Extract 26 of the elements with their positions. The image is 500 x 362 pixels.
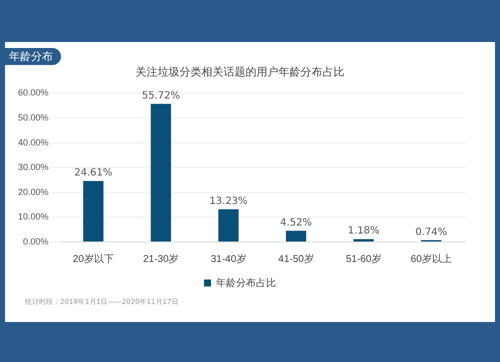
- bar: [150, 104, 172, 242]
- x-tick-label: 51-60岁: [346, 252, 382, 265]
- text: 1.18%: [348, 226, 380, 237]
- text: 13.23%: [209, 196, 248, 207]
- y-tick-label: 10.00%: [18, 212, 49, 222]
- bar: [83, 180, 104, 242]
- y-tick-label: 0.00%: [22, 236, 49, 246]
- x-tick-label: 31-40岁: [210, 252, 246, 265]
- text: 24.61%: [74, 168, 112, 179]
- bar: [218, 209, 239, 242]
- y-tick-label: 40.00%: [18, 137, 49, 148]
- text: 0.74%: [415, 226, 448, 238]
- x-tick-label: 41-50岁: [278, 252, 314, 265]
- x-tick-label: 20岁以下: [72, 252, 114, 265]
- y-tick-label: 30.00%: [18, 162, 49, 172]
- text: 年龄分布: [5, 48, 61, 65]
- legend-label: 年龄分布占比: [216, 276, 276, 289]
- y-tick-label: 50.00%: [18, 112, 49, 122]
- y-tick-label: 60.00%: [18, 88, 49, 98]
- chart-title: 关注垃圾分类相关话题的用户年龄分布占比: [136, 66, 344, 79]
- bar: [286, 230, 306, 242]
- x-tick-label: 21-30岁: [143, 252, 179, 265]
- y-tick-label: 20.00%: [18, 186, 49, 197]
- text: 55.72%: [142, 90, 180, 102]
- text: 4.52%: [280, 217, 312, 228]
- x-tick-label: 60岁以上: [410, 252, 452, 265]
